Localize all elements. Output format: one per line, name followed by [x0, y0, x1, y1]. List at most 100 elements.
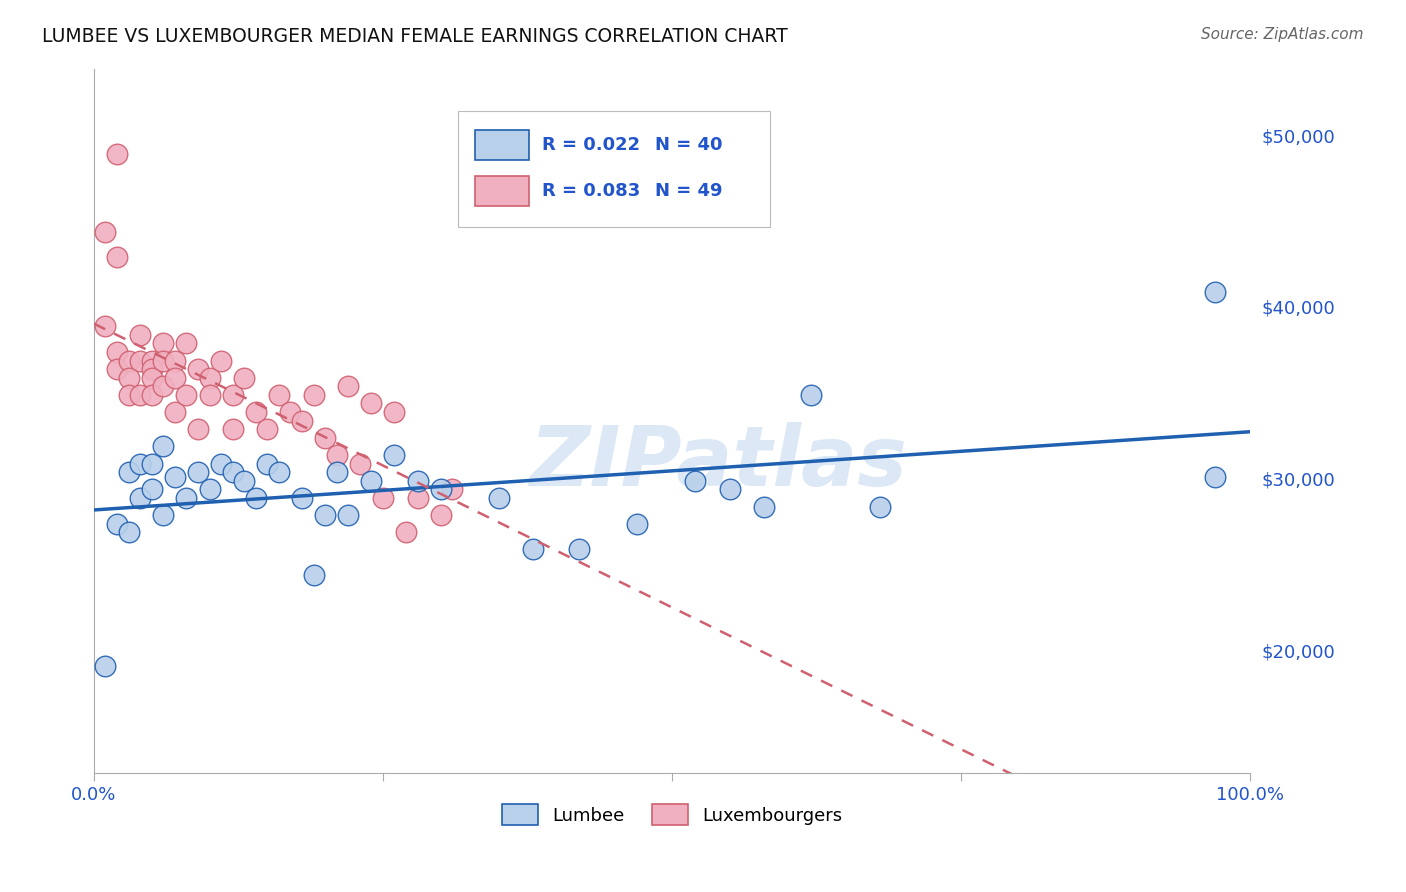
Point [94, 225, 117, 239]
Point [256, 422, 278, 436]
Point [209, 353, 232, 368]
Point [187, 422, 209, 436]
Text: $20,000: $20,000 [1261, 643, 1334, 662]
Point [1204, 285, 1226, 299]
Point [349, 457, 371, 471]
Point [406, 474, 429, 488]
Point [105, 251, 128, 265]
Point [267, 388, 290, 402]
Point [267, 465, 290, 479]
Point [105, 516, 128, 531]
Point [163, 470, 186, 484]
Point [163, 405, 186, 419]
Point [129, 457, 152, 471]
Point [302, 568, 325, 582]
Point [754, 500, 776, 514]
Point [314, 431, 336, 445]
Point [325, 448, 347, 462]
Point [441, 483, 464, 497]
Point [384, 405, 406, 419]
Point [152, 379, 174, 393]
FancyBboxPatch shape [475, 177, 529, 206]
Point [117, 370, 139, 384]
Text: R = 0.022: R = 0.022 [543, 136, 641, 154]
Point [384, 448, 406, 462]
Point [1204, 470, 1226, 484]
Text: N = 49: N = 49 [655, 182, 723, 200]
Point [141, 362, 163, 376]
Point [105, 345, 128, 359]
Point [371, 491, 394, 505]
Point [314, 508, 336, 522]
Point [291, 491, 314, 505]
Point [141, 353, 163, 368]
Point [626, 516, 648, 531]
Point [94, 659, 117, 673]
Point [221, 465, 243, 479]
Point [522, 542, 544, 557]
Point [337, 508, 360, 522]
Point [198, 370, 221, 384]
Point [176, 388, 198, 402]
Text: LUMBEE VS LUXEMBOURGER MEDIAN FEMALE EARNINGS CORRELATION CHART: LUMBEE VS LUXEMBOURGER MEDIAN FEMALE EAR… [42, 27, 787, 45]
Point [280, 405, 302, 419]
Point [129, 327, 152, 342]
Point [718, 483, 741, 497]
Point [152, 336, 174, 351]
Point [429, 483, 451, 497]
Point [233, 474, 256, 488]
Point [117, 465, 139, 479]
Point [800, 388, 823, 402]
Point [395, 525, 418, 540]
Point [163, 370, 186, 384]
Point [141, 483, 163, 497]
Point [869, 500, 891, 514]
Point [683, 474, 706, 488]
Point [129, 491, 152, 505]
Point [105, 362, 128, 376]
Point [337, 379, 360, 393]
Point [360, 474, 382, 488]
Point [152, 353, 174, 368]
Point [152, 439, 174, 453]
Point [129, 388, 152, 402]
Point [105, 147, 128, 161]
Point [176, 336, 198, 351]
Point [221, 388, 243, 402]
Point [117, 353, 139, 368]
Point [117, 388, 139, 402]
Point [152, 508, 174, 522]
Point [302, 388, 325, 402]
Point [233, 370, 256, 384]
Point [568, 542, 591, 557]
Point [198, 388, 221, 402]
Point [406, 491, 429, 505]
Text: $30,000: $30,000 [1261, 472, 1334, 490]
Point [141, 457, 163, 471]
Text: ZIPatlas: ZIPatlas [529, 423, 907, 503]
Point [129, 353, 152, 368]
Point [187, 362, 209, 376]
Text: N = 40: N = 40 [655, 136, 723, 154]
Point [488, 491, 510, 505]
Point [198, 483, 221, 497]
Text: $50,000: $50,000 [1261, 128, 1334, 146]
FancyBboxPatch shape [475, 130, 529, 160]
Point [245, 491, 267, 505]
Point [209, 457, 232, 471]
FancyBboxPatch shape [458, 111, 770, 227]
Text: $40,000: $40,000 [1261, 300, 1334, 318]
Point [325, 465, 347, 479]
Point [117, 525, 139, 540]
Point [291, 414, 314, 428]
Point [360, 396, 382, 410]
Point [429, 508, 451, 522]
Point [187, 465, 209, 479]
Point [163, 353, 186, 368]
Text: Source: ZipAtlas.com: Source: ZipAtlas.com [1201, 27, 1364, 42]
Point [141, 370, 163, 384]
Text: R = 0.083: R = 0.083 [543, 182, 641, 200]
Point [176, 491, 198, 505]
Point [141, 388, 163, 402]
Point [94, 319, 117, 334]
